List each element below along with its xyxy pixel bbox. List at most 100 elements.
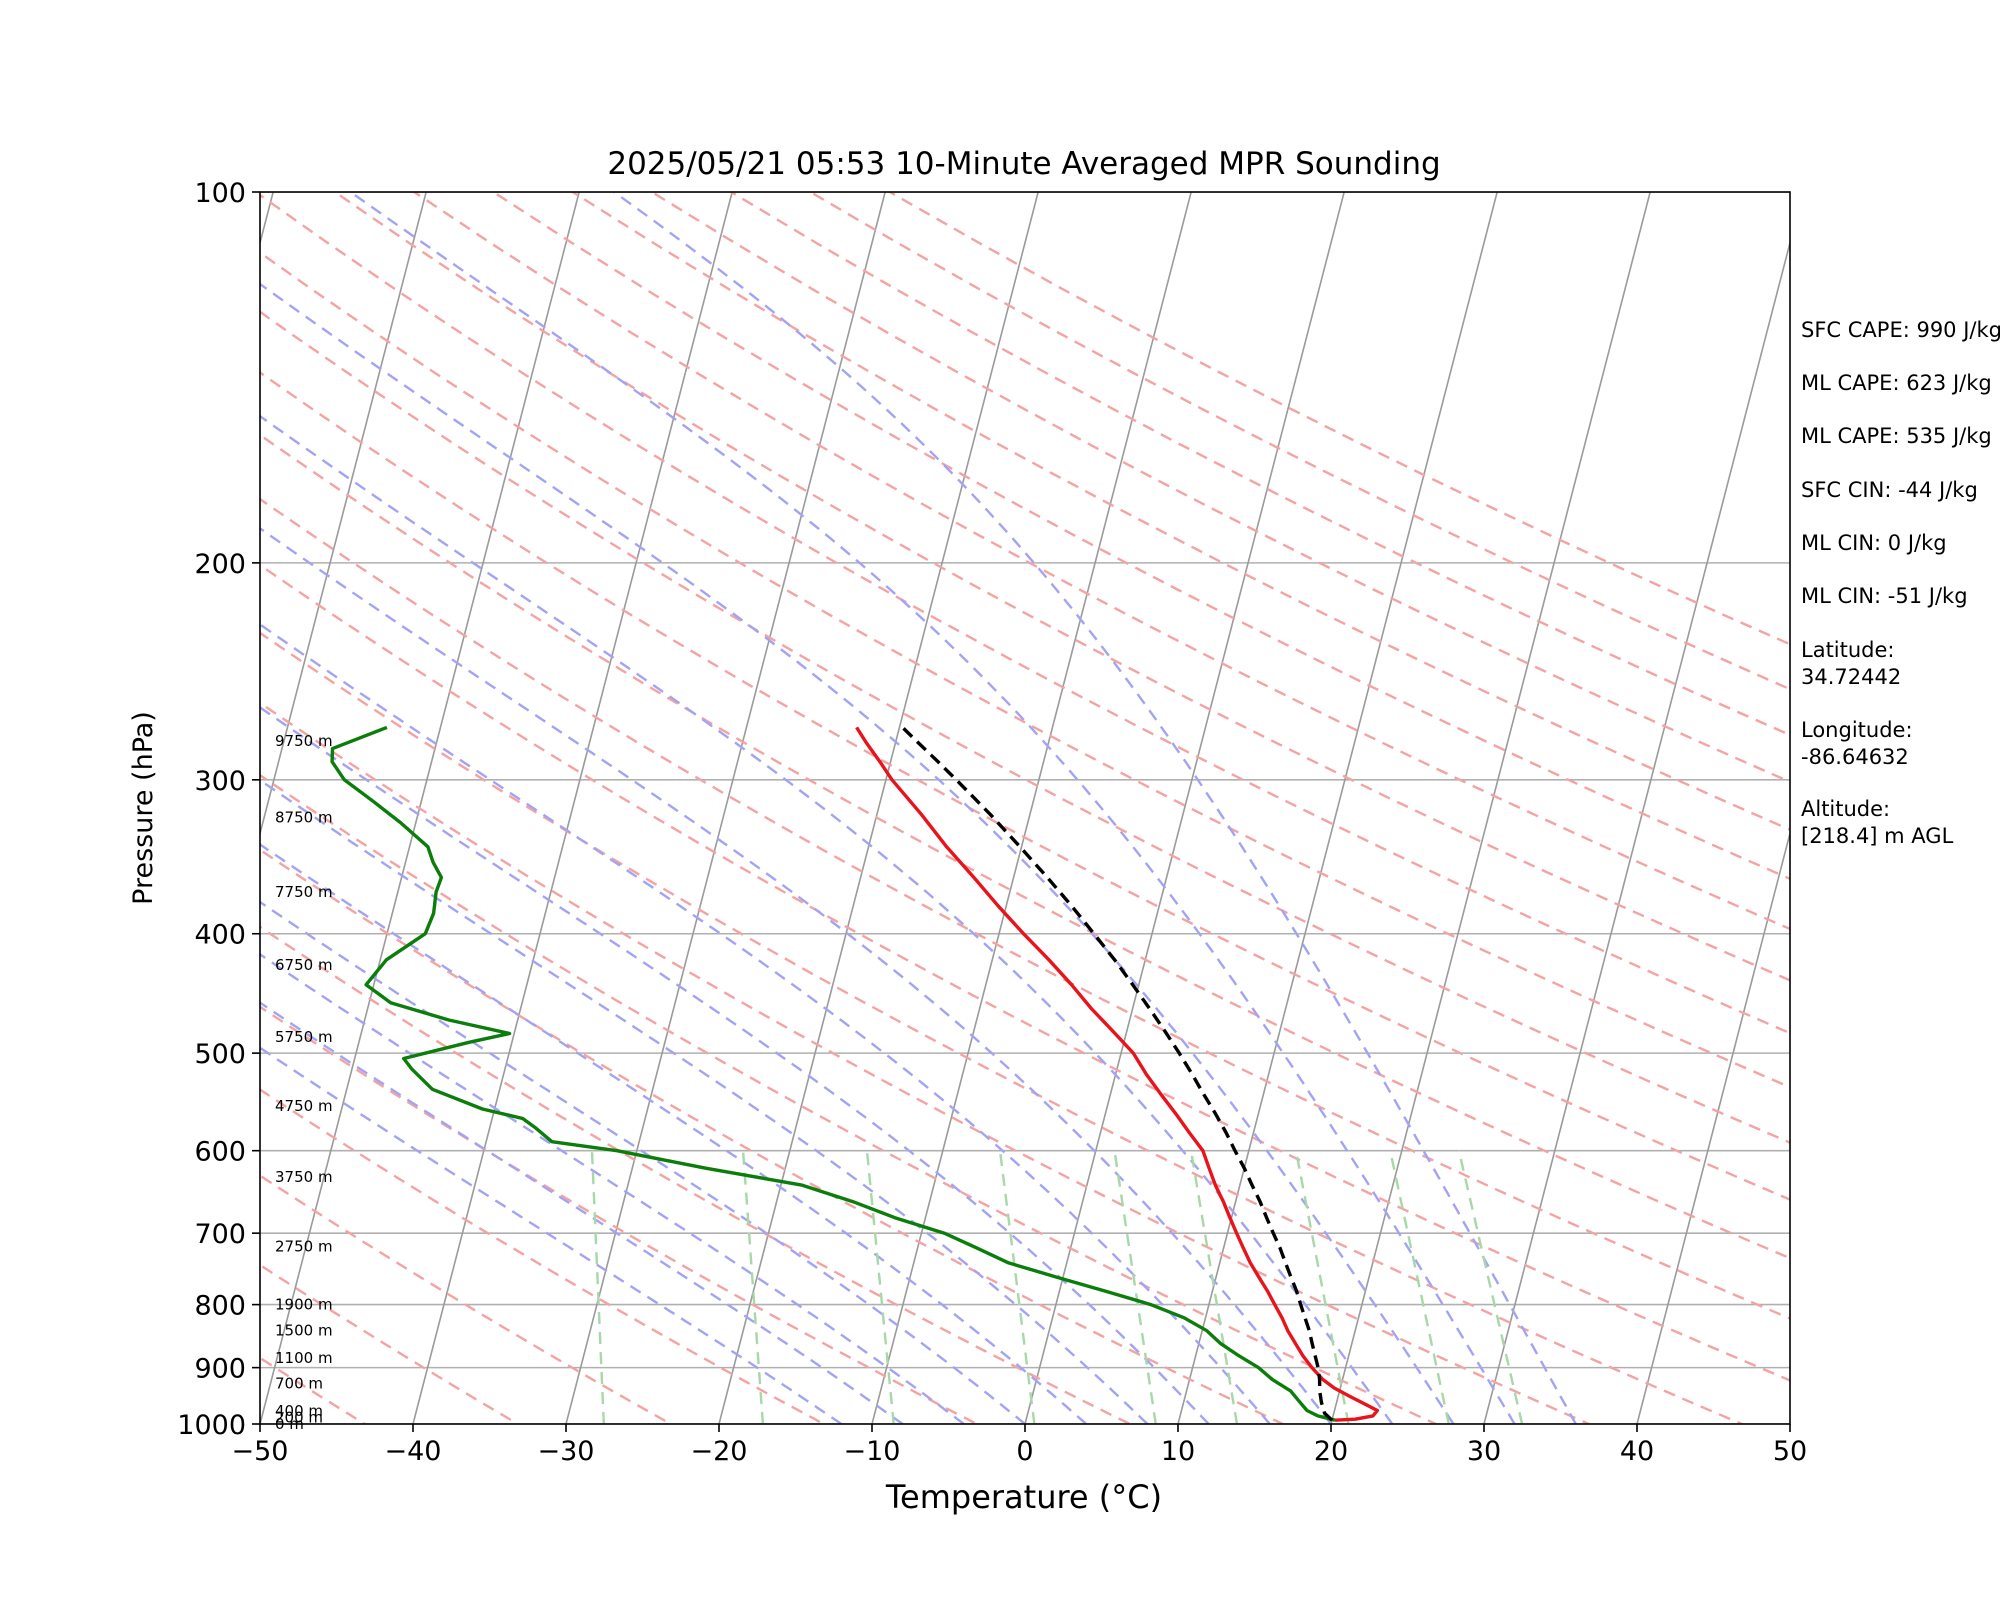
isotherm-line — [412, 192, 733, 1424]
dry-adiabat-line — [260, 631, 1745, 1424]
dry-adiabat-line — [412, 192, 1790, 931]
dry-adiabat-line — [260, 371, 1790, 1201]
dry-adiabat-line — [260, 848, 1286, 1424]
isotherm-line — [260, 192, 427, 837]
isotherm-line — [1330, 192, 1651, 1424]
y-tick-label: 600 — [194, 1137, 246, 1168]
height-label: 2750 m — [275, 1238, 333, 1256]
isotherm-line — [871, 192, 1192, 1424]
ml-cape-text-1: ML CAPE: 623 J/kg — [1801, 371, 1992, 395]
dewpoint-trace — [330, 725, 1336, 1422]
moist-adiabat-line — [260, 706, 1210, 1424]
dry-adiabat-line — [260, 1088, 827, 1424]
dry-adiabat-line — [260, 497, 1790, 1320]
longitude-text: Longitude: -86.64632 — [1801, 718, 1913, 769]
isotherm-line — [1636, 830, 1790, 1424]
dry-adiabat-line — [260, 251, 1790, 1089]
moist-adiabat-line — [260, 526, 1332, 1424]
mixing-ratio-line — [1294, 1150, 1350, 1424]
mixing-ratio-line — [1457, 1150, 1524, 1424]
dry-adiabat-line — [260, 1356, 368, 1424]
height-label: 9750 m — [275, 732, 333, 750]
x-tick-label: 40 — [1620, 1436, 1654, 1467]
mixing-ratio-line — [1189, 1150, 1239, 1424]
dry-adiabat-line — [260, 925, 1133, 1424]
moist-adiabat-line — [260, 622, 1271, 1424]
height-label: 1900 m — [275, 1296, 333, 1314]
dry-adiabat-line — [260, 773, 1439, 1424]
y-tick-label: 200 — [194, 549, 246, 580]
isotherm-line — [1483, 239, 1790, 1424]
height-label: 1100 m — [275, 1349, 333, 1367]
moist-adiabat-line — [260, 952, 965, 1424]
x-tick-label: 10 — [1161, 1436, 1195, 1467]
isotherm-line — [260, 192, 580, 1424]
height-label: 1500 m — [275, 1322, 333, 1340]
x-tick-label: −10 — [844, 1436, 901, 1467]
y-tick-label: 1000 — [177, 1410, 246, 1441]
ml-cin-text-2: ML CIN: -51 J/kg — [1801, 584, 1968, 608]
latitude-text: Latitude: 34.72442 — [1801, 638, 1902, 689]
dry-adiabat-line — [570, 192, 1790, 832]
height-label: 5750 m — [275, 1028, 333, 1046]
height-label: 8750 m — [275, 809, 333, 827]
background-lines — [0, 136, 1790, 1450]
height-label: 700 m — [275, 1374, 323, 1392]
y-axis: 1000 900 800 700 600 500 400 300 200 100 — [177, 178, 260, 1441]
height-label: 7750 m — [275, 883, 333, 901]
isotherm-line — [0, 136, 135, 1450]
x-tick-label: −20 — [691, 1436, 748, 1467]
mixing-ratio-line — [865, 1150, 895, 1424]
altitude-text: Altitude: [218.4] m AGL — [1801, 797, 1954, 848]
height-label: 4750 m — [275, 1097, 333, 1115]
height-label: 3750 m — [275, 1168, 333, 1186]
sfc-cape-text: SFC CAPE: 990 J/kg — [1801, 318, 2000, 342]
data-lines — [330, 725, 1379, 1422]
x-tick-label: 30 — [1467, 1436, 1501, 1467]
moist-adiabat-line — [260, 778, 1149, 1424]
moist-adiabat-line — [613, 192, 1577, 1424]
y-tick-label: 300 — [194, 766, 246, 797]
mixing-ratio-line — [590, 1150, 605, 1424]
y-tick-label: 400 — [194, 920, 246, 951]
moist-adiabat-line — [260, 414, 1394, 1424]
x-tick-label: −30 — [538, 1436, 595, 1467]
y-tick-label: 100 — [194, 178, 246, 209]
x-tick-label: −50 — [232, 1436, 289, 1467]
y-tick-label: 700 — [194, 1219, 246, 1250]
moist-adiabat-line — [260, 1046, 843, 1424]
parcel-trace — [901, 726, 1334, 1422]
dry-adiabat-line — [260, 1005, 980, 1424]
dry-adiabat-line — [260, 563, 1790, 1382]
x-tick-label: 20 — [1314, 1436, 1348, 1467]
x-tick-label: 0 — [1016, 1436, 1033, 1467]
y-tick-label: 500 — [194, 1039, 246, 1070]
sfc-cin-text: SFC CIN: -44 J/kg — [1801, 478, 1978, 502]
dry-adiabat-line — [260, 433, 1790, 1260]
isotherm-line — [1024, 192, 1345, 1424]
temperature-trace — [855, 726, 1379, 1422]
mixing-ratio-line — [1113, 1150, 1157, 1424]
mixing-ratio-line — [741, 1150, 765, 1424]
y-tick-label: 800 — [194, 1291, 246, 1322]
mixing-ratio-line — [998, 1150, 1036, 1424]
dry-adiabat-line — [332, 192, 1790, 982]
ml-cin-text-1: ML CIN: 0 J/kg — [1801, 531, 1947, 555]
x-tick-label: −40 — [385, 1436, 442, 1467]
x-axis-label: Temperature (°C) — [885, 1478, 1162, 1516]
isotherm-line — [718, 192, 1039, 1424]
y-axis-label: Pressure (hPa) — [128, 711, 159, 905]
moist-adiabat-line — [260, 282, 1455, 1424]
moist-adiabat-line — [260, 843, 1088, 1424]
x-tick-label: 50 — [1773, 1436, 1807, 1467]
ml-cape-text-2: ML CAPE: 535 J/kg — [1801, 424, 1992, 448]
moist-adiabat-line — [260, 900, 1026, 1424]
height-label: 200 m — [275, 1409, 323, 1427]
y-tick-label: 900 — [194, 1354, 246, 1385]
isotherm-line — [565, 192, 886, 1424]
dry-adiabat-line — [260, 701, 1592, 1424]
chart-title: 2025/05/21 05:53 10-Minute Averaged MPR … — [607, 146, 1440, 182]
plot-frame — [259, 191, 1791, 1425]
height-label: 400 m — [275, 1402, 323, 1420]
